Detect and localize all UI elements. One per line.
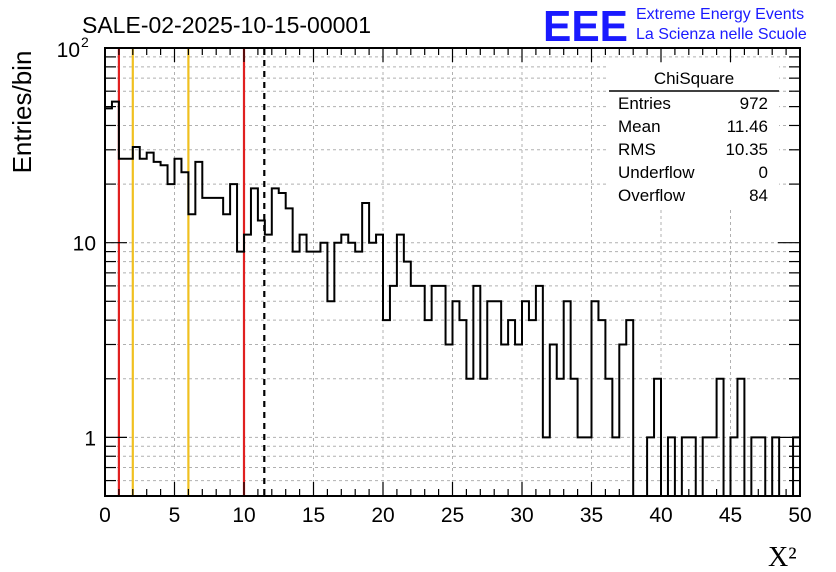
- stats-title: ChiSquare: [654, 69, 734, 88]
- x-tick-label: 35: [580, 504, 603, 527]
- x-tick-label: 45: [719, 504, 742, 527]
- x-tick-label: 20: [371, 504, 394, 527]
- x-tick-label: 15: [302, 504, 325, 527]
- stats-value-entries: 972: [740, 94, 768, 113]
- stats-label-rms: RMS: [618, 140, 656, 159]
- stats-value-rms: 10.35: [725, 140, 768, 159]
- x-tick-label: 30: [510, 504, 533, 527]
- stats-value-overflow: 84: [749, 186, 768, 205]
- vertical-markers: [117, 49, 266, 495]
- stats-label-mean: Mean: [618, 117, 661, 136]
- y-tick-label-exponent: 2: [81, 34, 89, 50]
- x-tick-label: 0: [99, 504, 111, 527]
- chart-title: SALE-02-2025-10-15-00001: [82, 12, 371, 38]
- x-tick-label: 25: [441, 504, 464, 527]
- axis-ticks: [104, 47, 801, 497]
- y-tick-label: 10: [57, 39, 80, 62]
- stats-label-underflow: Underflow: [618, 163, 695, 182]
- x-tick-label: 50: [788, 504, 811, 527]
- stats-value-mean: 11.46: [727, 117, 768, 136]
- y-axis-title: Entries/bin: [7, 51, 37, 174]
- x-tick-label: 5: [169, 504, 181, 527]
- stats-box: ChiSquare Entries 972 Mean 11.46 RMS 10.…: [609, 64, 779, 210]
- stats-value-underflow: 0: [759, 163, 768, 182]
- x-tick-label: 10: [232, 504, 255, 527]
- y-tick-label: 1: [84, 427, 96, 450]
- x-tick-label: 40: [649, 504, 672, 527]
- x-tick-labels: 0 5 10 15 20 25 30 35 40 45 50: [99, 504, 812, 527]
- brand-line-2: La Scienza nelle Scuole: [636, 26, 807, 43]
- grid: [105, 48, 800, 496]
- brand-line-1: Extreme Energy Events: [636, 6, 804, 23]
- eee-logo: EEE: [543, 2, 628, 51]
- stats-label-overflow: Overflow: [618, 186, 686, 205]
- stats-label-entries: Entries: [618, 94, 671, 113]
- y-tick-label: 10: [73, 233, 96, 256]
- x-axis-title: X²: [768, 542, 797, 572]
